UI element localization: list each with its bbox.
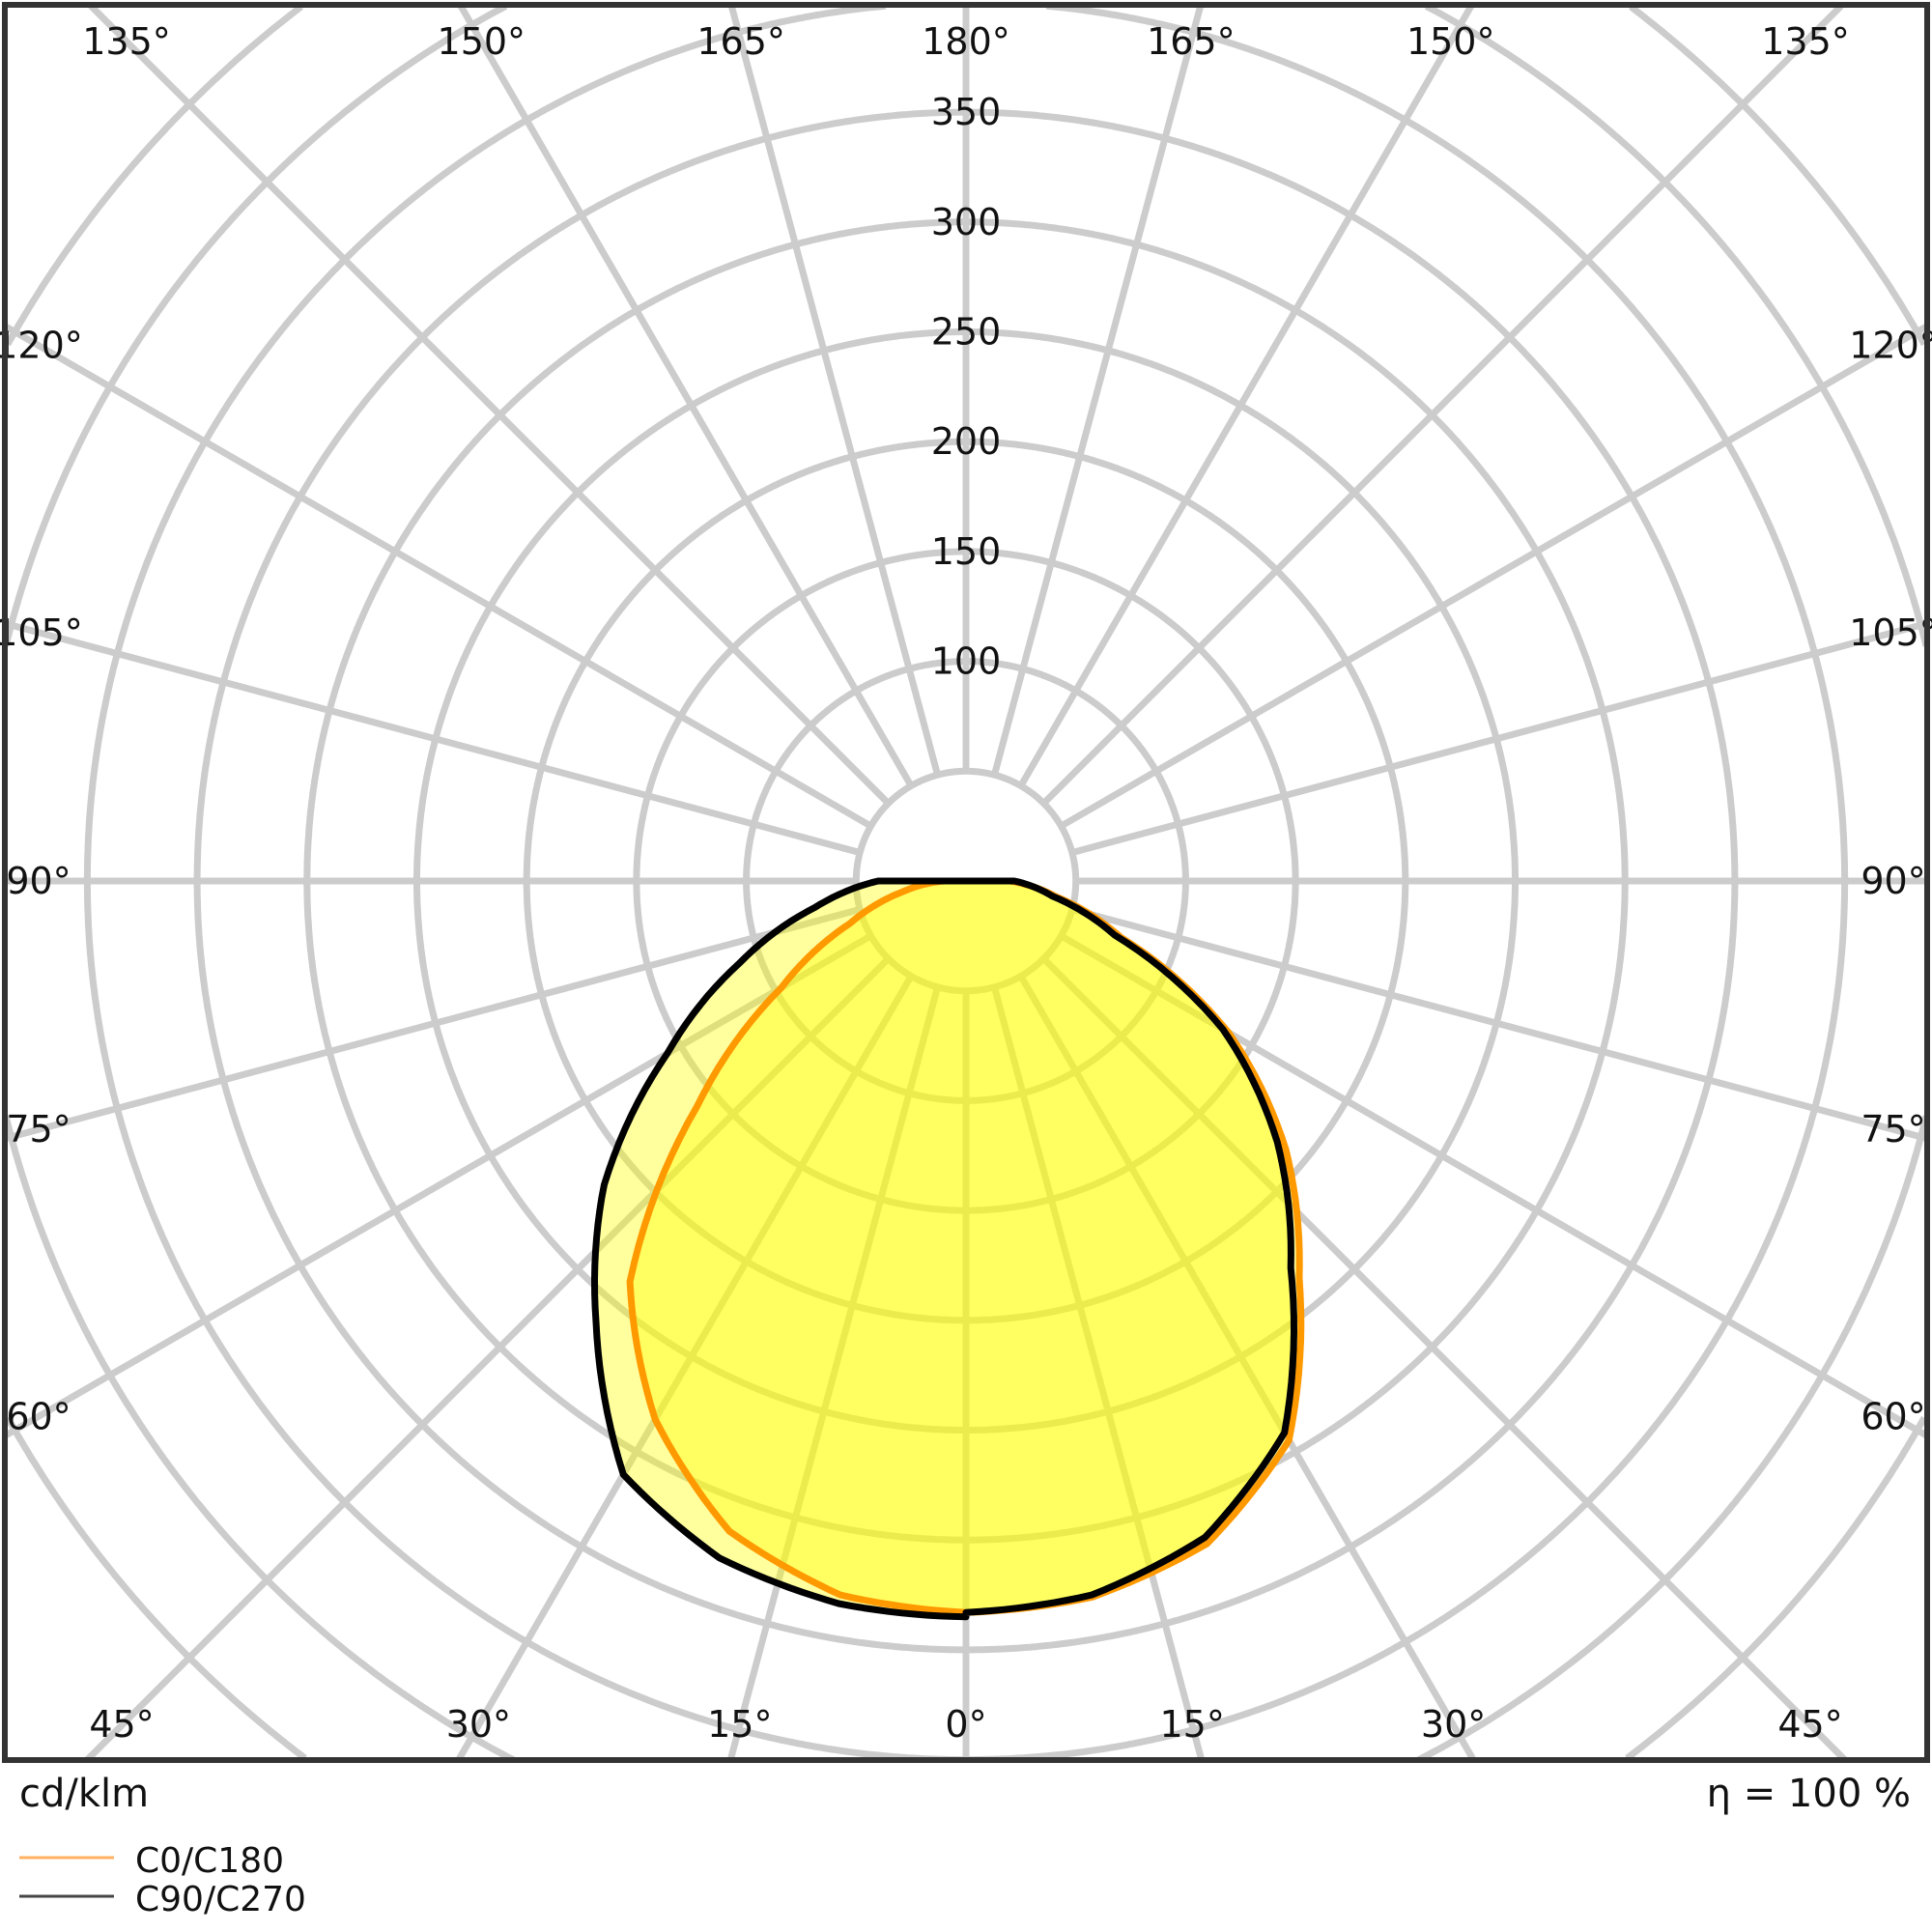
grid-spoke [1017, 974, 1477, 1760]
angle-label: 165° [696, 20, 785, 63]
angle-label: 60° [1861, 1395, 1925, 1437]
grid-spoke [1017, 6, 1475, 788]
grid-spoke [1059, 324, 1926, 830]
angle-label: 120° [1849, 325, 1932, 367]
curve-fill-c0-c180 [630, 881, 1301, 1613]
grid-spoke [455, 974, 915, 1760]
angle-label: 135° [82, 20, 171, 63]
angle-label: 180° [922, 20, 1010, 63]
angle-label: 90° [1861, 860, 1925, 902]
grid-spoke [84, 955, 892, 1760]
grid-ring [83, 6, 1849, 1760]
angle-label: 15° [1160, 1703, 1225, 1746]
grid-spoke [6, 620, 862, 856]
grid-spoke [727, 6, 941, 777]
angle-label: 75° [1861, 1108, 1925, 1151]
grid-spoke [726, 985, 941, 1760]
grid-spoke [1040, 955, 1848, 1760]
angle-label: 90° [6, 860, 71, 902]
grid-spoke [991, 6, 1205, 777]
grid-spoke [1059, 932, 1926, 1438]
radial-tick-label: 150 [931, 530, 1002, 573]
angle-label: 45° [1777, 1703, 1842, 1746]
grid-spoke [6, 324, 873, 830]
radial-tick-label: 300 [931, 201, 1002, 243]
angle-label: 120° [0, 325, 83, 367]
angle-label: 150° [1406, 20, 1495, 63]
intensity-curves [591, 877, 1305, 1621]
radial-tick-labels: 100 150 200 250 300 350 [931, 91, 1002, 683]
angle-label: 60° [6, 1395, 71, 1437]
angle-label: 105° [1849, 611, 1932, 654]
angle-label: 150° [438, 20, 526, 63]
angle-label: 75° [6, 1108, 71, 1151]
legend-label-c90-c270: C90/C270 [135, 1880, 306, 1919]
angle-tick-labels: 135° 150° 165° 180° 165° 150° 135° 45° 30° 15° 0° 1… [0, 20, 1932, 1746]
grid-spoke [991, 985, 1206, 1760]
legend-label-c0-c180: C0/C180 [135, 1841, 284, 1881]
grid-spoke [6, 932, 873, 1438]
angle-label: 15° [707, 1703, 772, 1746]
grid-spoke [6, 906, 862, 1142]
angle-label: 45° [89, 1703, 154, 1746]
angle-label: 135° [1761, 20, 1850, 63]
efficiency-label: η = 100 % [1707, 1772, 1911, 1816]
grid-spoke [457, 6, 915, 788]
plot-frame [2, 2, 1930, 1763]
radial-tick-label: 100 [931, 640, 1002, 683]
grid-spoke [1070, 620, 1926, 856]
angle-label: 30° [446, 1703, 511, 1746]
grid-ring [6, 6, 1926, 1760]
angle-label: 30° [1421, 1703, 1486, 1746]
radial-tick-label: 350 [931, 91, 1002, 133]
polar-grid [6, 6, 1926, 1760]
curve-line-c90-c270 [591, 877, 1297, 1621]
grid-spoke [1040, 6, 1844, 807]
curve-fill-c90-c270 [594, 881, 1294, 1617]
grid-ring [6, 6, 1926, 1760]
radial-tick-label: 200 [931, 420, 1002, 463]
unit-label: cd/klm [19, 1772, 149, 1816]
radial-tick-label: 250 [931, 311, 1002, 354]
angle-label: 165° [1147, 20, 1236, 63]
grid-spoke [1070, 906, 1926, 1142]
grid-spoke [88, 6, 892, 807]
angle-label: 105° [0, 611, 83, 654]
angle-label: 0° [945, 1703, 986, 1746]
